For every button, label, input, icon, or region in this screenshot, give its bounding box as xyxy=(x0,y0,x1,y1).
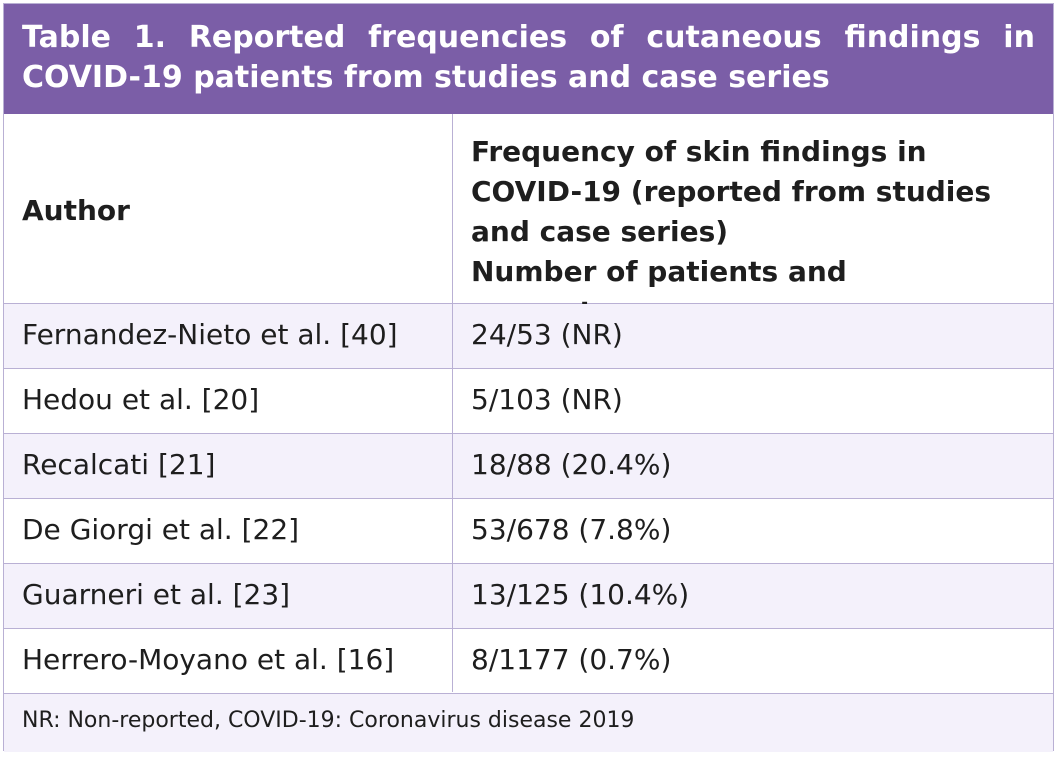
title-word: in xyxy=(1003,20,1035,55)
cell-author: Herrero-Moyano et al. [16] xyxy=(22,643,395,676)
table-row: De Giorgi et al. [22] 53/678 (7.8%) xyxy=(4,499,1053,564)
title-word: findings xyxy=(844,20,981,55)
cell-frequency: 18/88 (20.4%) xyxy=(471,448,672,481)
table-title-line1: Table 1. Reported frequencies of cutaneo… xyxy=(22,18,1035,58)
title-word: 1. xyxy=(133,20,167,55)
column-header-frequency-line: Frequency of skin findings in xyxy=(471,135,927,168)
table-footnote: NR: Non-reported, COVID-19: Coronavirus … xyxy=(4,694,1053,752)
cell-author: De Giorgi et al. [22] xyxy=(22,513,300,546)
table-row: Guarneri et al. [23] 13/125 (10.4%) xyxy=(4,564,1053,629)
table-row: Fernandez-Nieto et al. [40] 24/53 (NR) xyxy=(4,304,1053,369)
cell-author: Hedou et al. [20] xyxy=(22,383,260,416)
cell-frequency: 8/1177 (0.7%) xyxy=(471,643,672,676)
table-header-row: Author Frequency of skin findings in COV… xyxy=(4,114,1053,328)
column-header-frequency-line: COVID-19 (reported from studies xyxy=(471,175,992,208)
cell-frequency: 24/53 (NR) xyxy=(471,318,623,351)
cell-author: Recalcati [21] xyxy=(22,448,216,481)
cell-author: Guarneri et al. [23] xyxy=(22,578,291,611)
column-header-frequency-line: and case series) xyxy=(471,215,729,248)
cell-frequency: 5/103 (NR) xyxy=(471,383,623,416)
column-header-author: Author xyxy=(22,194,130,227)
column-divider xyxy=(452,114,453,692)
table-row: Hedou et al. [20] 5/103 (NR) xyxy=(4,369,1053,434)
title-word: of xyxy=(589,20,624,55)
title-word: frequencies xyxy=(368,20,568,55)
table-row: Herrero-Moyano et al. [16] 8/1177 (0.7%) xyxy=(4,629,1053,694)
cell-frequency: 13/125 (10.4%) xyxy=(471,578,690,611)
table-title-line2: COVID-19 patients from studies and case … xyxy=(22,60,830,95)
cell-author: Fernandez-Nieto et al. [40] xyxy=(22,318,398,351)
table-frame: Table 1. Reported frequencies of cutaneo… xyxy=(3,3,1054,752)
column-header-frequency: Frequency of skin findings in COVID-19 (… xyxy=(471,132,1046,332)
cell-frequency: 53/678 (7.8%) xyxy=(471,513,672,546)
title-word: cutaneous xyxy=(646,20,822,55)
table-title: Table 1. Reported frequencies of cutaneo… xyxy=(4,4,1053,114)
title-word: Reported xyxy=(188,20,346,55)
table-row: Recalcati [21] 18/88 (20.4%) xyxy=(4,434,1053,499)
title-word: Table xyxy=(22,20,111,55)
